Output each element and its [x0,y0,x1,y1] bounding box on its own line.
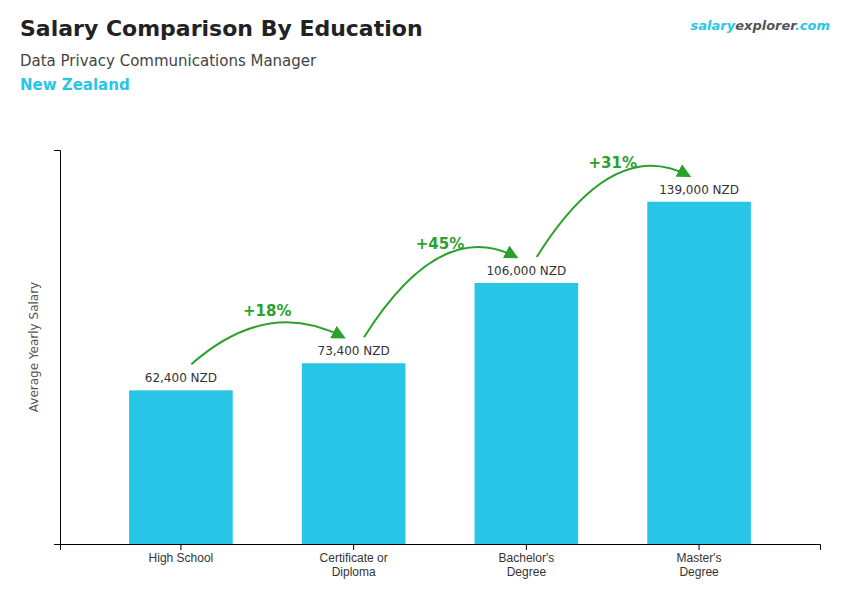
x-tick-label-line: Certificate or [320,551,388,565]
x-tick: Certificate orDiploma [320,544,388,579]
x-tick: Master'sDegree [677,544,722,579]
y-axis-line [54,151,61,545]
annotation-label: +31% [588,154,636,172]
bar [647,202,751,544]
subtitle: Data Privacy Communications Manager [20,52,317,70]
watermark-part: salary [691,18,736,33]
annotation-label: +45% [416,235,464,253]
x-tick-mark [353,544,354,550]
watermark: salaryexplorer.com [691,18,830,33]
watermark-part: explorer [735,18,798,33]
bars [129,202,751,544]
annotations: +18% +45% +31% [191,154,688,364]
x-tick-label-line: High School [149,551,214,565]
title: Salary Comparison By Education [20,16,423,41]
data-label: 62,400 NZD [145,371,217,385]
x-axis-line [61,545,821,551]
x-tick-mark [526,544,527,550]
x-tick-mark [180,544,181,550]
x-tick-label: Master'sDegree [677,551,722,579]
x-tick: High School [149,544,214,565]
bar [129,390,233,544]
subtitle: New Zealand [20,76,130,94]
annotation-arrow [191,322,343,364]
x-tick-label-line: Bachelor's [499,551,555,565]
x-tick-label-line: Degree [507,565,547,579]
chart-svg: Salary Comparison By Education Data Priva… [0,0,850,606]
bar [302,363,406,544]
y-axis [54,151,61,545]
plot-area: High School Certificate orDiploma Bachelor… [54,151,821,579]
x-tick-label: Bachelor'sDegree [499,551,555,579]
data-label: 139,000 NZD [659,183,739,197]
data-label: 106,000 NZD [486,264,566,278]
x-tick-label: High School [149,551,214,565]
annotation-arrow [537,166,689,257]
x-tick-label-line: Master's [677,551,722,565]
data-label: 73,400 NZD [318,344,390,358]
bar [475,283,579,544]
annotation-label: +18% [243,302,291,320]
x-tick-label-line: Degree [679,565,719,579]
annotation-arrow [364,247,516,337]
x-tick-label-line: Diploma [332,565,376,579]
x-axis: High School Certificate orDiploma Bachelor… [61,544,821,579]
data-labels: 62,400 NZD 73,400 NZD 106,000 NZD 139,000 N… [145,183,739,386]
x-tick-label: Certificate orDiploma [320,551,388,579]
x-tick-mark [699,544,700,550]
y-axis-title: Average Yearly Salary [27,282,41,412]
x-tick: Bachelor'sDegree [499,544,555,579]
watermark-part: .com [795,18,830,33]
